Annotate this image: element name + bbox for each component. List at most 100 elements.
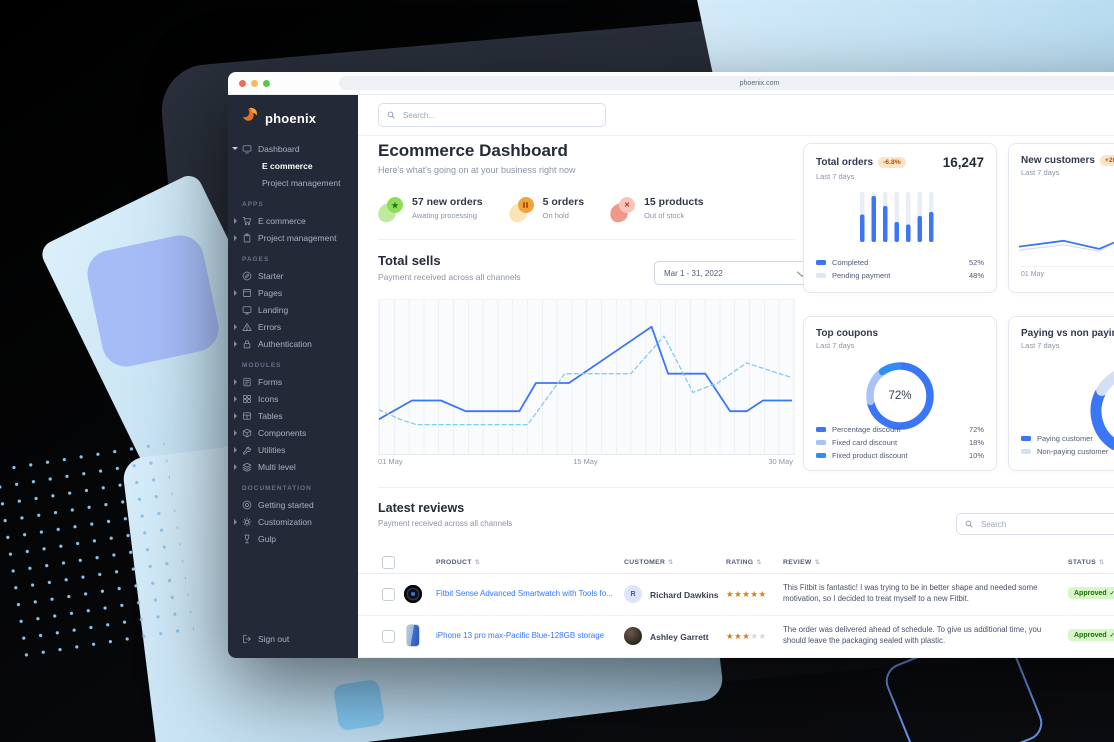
pause-icon: [523, 202, 529, 208]
row-checkbox[interactable]: [382, 588, 395, 601]
url-bar[interactable]: phoenix.com: [339, 76, 1114, 90]
paying-vs-non-period: Last 7 days: [1021, 341, 1060, 350]
pause-icon: [506, 197, 534, 224]
gear-icon: [242, 517, 252, 527]
sidebar-item-dashboard[interactable]: Dashboard: [228, 140, 358, 157]
caret-down-icon: [232, 147, 238, 150]
paying-vs-non-legend: Paying customer Non-paying customer: [1021, 432, 1114, 458]
sidebar-item-e-commerce[interactable]: E commerce: [228, 157, 358, 174]
total-orders-period: Last 7 days: [816, 172, 855, 181]
reviews-search-input[interactable]: [979, 518, 1114, 530]
legend-swatch: [816, 273, 826, 278]
sidebar-item-label: Components: [258, 427, 307, 438]
cross-icon: ✕: [608, 197, 636, 224]
sidebar-item-label: Tables: [258, 410, 283, 421]
product-link[interactable]: iPhone 13 pro max-Pacific Blue-128GB sto…: [436, 631, 605, 640]
new-customers-card: New customers +26.5% Last 7 days 01 May: [1008, 143, 1114, 293]
paying-vs-non-card: Paying vs non paying Last 7 days Paying …: [1008, 316, 1114, 471]
global-search[interactable]: [378, 103, 606, 127]
caret-right-icon: [234, 217, 237, 224]
date-range-select[interactable]: Mar 1 - 31, 2022: [654, 261, 814, 285]
rating-stars: ★★★★★: [726, 631, 767, 641]
legend-item: Non-paying customer: [1021, 445, 1114, 458]
total-orders-card: Total orders -6.8% 16,247 Last 7 days Co…: [803, 143, 997, 293]
star-icon: ★: [387, 197, 403, 213]
sidebar-item-project-management[interactable]: Project management: [228, 174, 358, 191]
sort-icon: ⇅: [756, 559, 762, 566]
top-coupons-legend: Percentage discount 72% Fixed card discoun…: [816, 423, 984, 462]
legend-value: 10%: [968, 451, 984, 460]
sidebar-item-forms[interactable]: Forms: [228, 373, 358, 390]
sidebar-item-landing[interactable]: Landing: [228, 301, 358, 318]
product-link[interactable]: Fitbit Sense Advanced Smartwatch with To…: [436, 589, 613, 598]
sort-icon: ⇅: [474, 559, 481, 566]
sidebar-item-authentication[interactable]: Authentication: [228, 335, 358, 352]
sidebar-item-starter[interactable]: Starter: [228, 267, 358, 284]
sidebar-item-gulp[interactable]: Gulp: [228, 530, 358, 547]
sidebar-item-getting-started[interactable]: Getting started: [228, 496, 358, 513]
global-search-input[interactable]: [401, 109, 597, 121]
legend-label: Percentage discount: [832, 425, 901, 434]
top-coupons-donut-chart: 72%: [862, 358, 938, 434]
sidebar-item-utilities[interactable]: Utilities: [228, 441, 358, 458]
sidebar-item-tables[interactable]: Tables: [228, 407, 358, 424]
sidebar: phoenix Dashboard E commerce Project manag…: [228, 95, 358, 658]
sidebar-item-icons[interactable]: Icons: [228, 390, 358, 407]
x-tick: 30 May: [768, 457, 793, 466]
total-sells-x-axis: 01 May 15 May 30 May: [378, 457, 793, 466]
sidebar-item-label: Dashboard: [258, 143, 300, 154]
sidebar-item-project-management[interactable]: Project management: [228, 229, 358, 246]
sidebar-item-components[interactable]: Components: [228, 424, 358, 441]
reviews-search[interactable]: [956, 513, 1114, 535]
customer-name: Ashley Garrett: [650, 632, 709, 642]
customer-name: Richard Dawkins: [650, 590, 719, 600]
total-sells-chart: [378, 299, 795, 455]
legend-value: 52%: [968, 258, 984, 267]
monitor-icon: [242, 144, 252, 154]
legend-label: Pending payment: [832, 271, 891, 280]
stat-5-orders: 5 orders On hold: [506, 196, 584, 224]
latest-reviews-subtitle: Payment received across all channels: [378, 519, 513, 528]
column-header-status[interactable]: STATUS ⇅: [1068, 559, 1104, 566]
search-icon: [387, 111, 395, 119]
cross-icon: ✕: [619, 197, 636, 213]
top-coupons-donut-svg: [866, 362, 934, 430]
sidebar-item-label: Errors: [258, 321, 282, 332]
app-logo[interactable]: phoenix: [228, 95, 358, 134]
total-orders-bar-chart: [860, 191, 940, 248]
customer-avatar: [624, 627, 642, 645]
legend-label: Fixed product discount: [832, 451, 908, 460]
browser-window: phoenix.com phoenix Dashboard E commerce P…: [228, 72, 1114, 658]
caret-right-icon: [234, 429, 237, 436]
select-all-checkbox[interactable]: [382, 555, 395, 569]
sidebar-item-sign-out[interactable]: Sign out: [228, 630, 358, 648]
column-header-customer[interactable]: CUSTOMER ⇅: [624, 559, 674, 566]
sidebar-item-label: Customization: [258, 516, 312, 527]
row-checkbox[interactable]: [382, 630, 395, 643]
legend-swatch: [1021, 436, 1031, 441]
caret-right-icon: [234, 378, 237, 385]
main-content: Ecommerce Dashboard Here's what's going …: [358, 95, 1114, 658]
column-header-rating[interactable]: RATING ⇅: [726, 559, 762, 566]
sidebar-item-errors[interactable]: Errors: [228, 318, 358, 335]
latest-reviews-title: Latest reviews: [378, 501, 465, 515]
sidebar-item-multi-level[interactable]: Multi level: [228, 458, 358, 475]
sidebar-item-pages[interactable]: Pages: [228, 284, 358, 301]
legend-label: Non-paying customer: [1037, 447, 1109, 456]
table-icon: [242, 411, 252, 421]
column-header-label: CUSTOMER: [624, 558, 666, 566]
close-window-button[interactable]: [239, 79, 246, 87]
column-header-product[interactable]: PRODUCT ⇅: [436, 559, 480, 566]
components-icon: [242, 428, 252, 438]
sidebar-item-label: Forms: [258, 376, 283, 387]
sidebar-item-e-commerce[interactable]: E commerce: [228, 212, 358, 229]
customer-avatar: R: [624, 585, 642, 603]
caret-right-icon: [234, 323, 237, 330]
sidebar-item-customization[interactable]: Customization: [228, 513, 358, 530]
minimize-window-button[interactable]: [251, 79, 258, 87]
top-coupons-period: Last 7 days: [816, 341, 855, 350]
caret-right-icon: [234, 340, 237, 347]
maximize-window-button[interactable]: [263, 79, 270, 87]
new-customers-title: New customers: [1021, 155, 1095, 166]
column-header-review[interactable]: REVIEW ⇅: [783, 559, 820, 566]
